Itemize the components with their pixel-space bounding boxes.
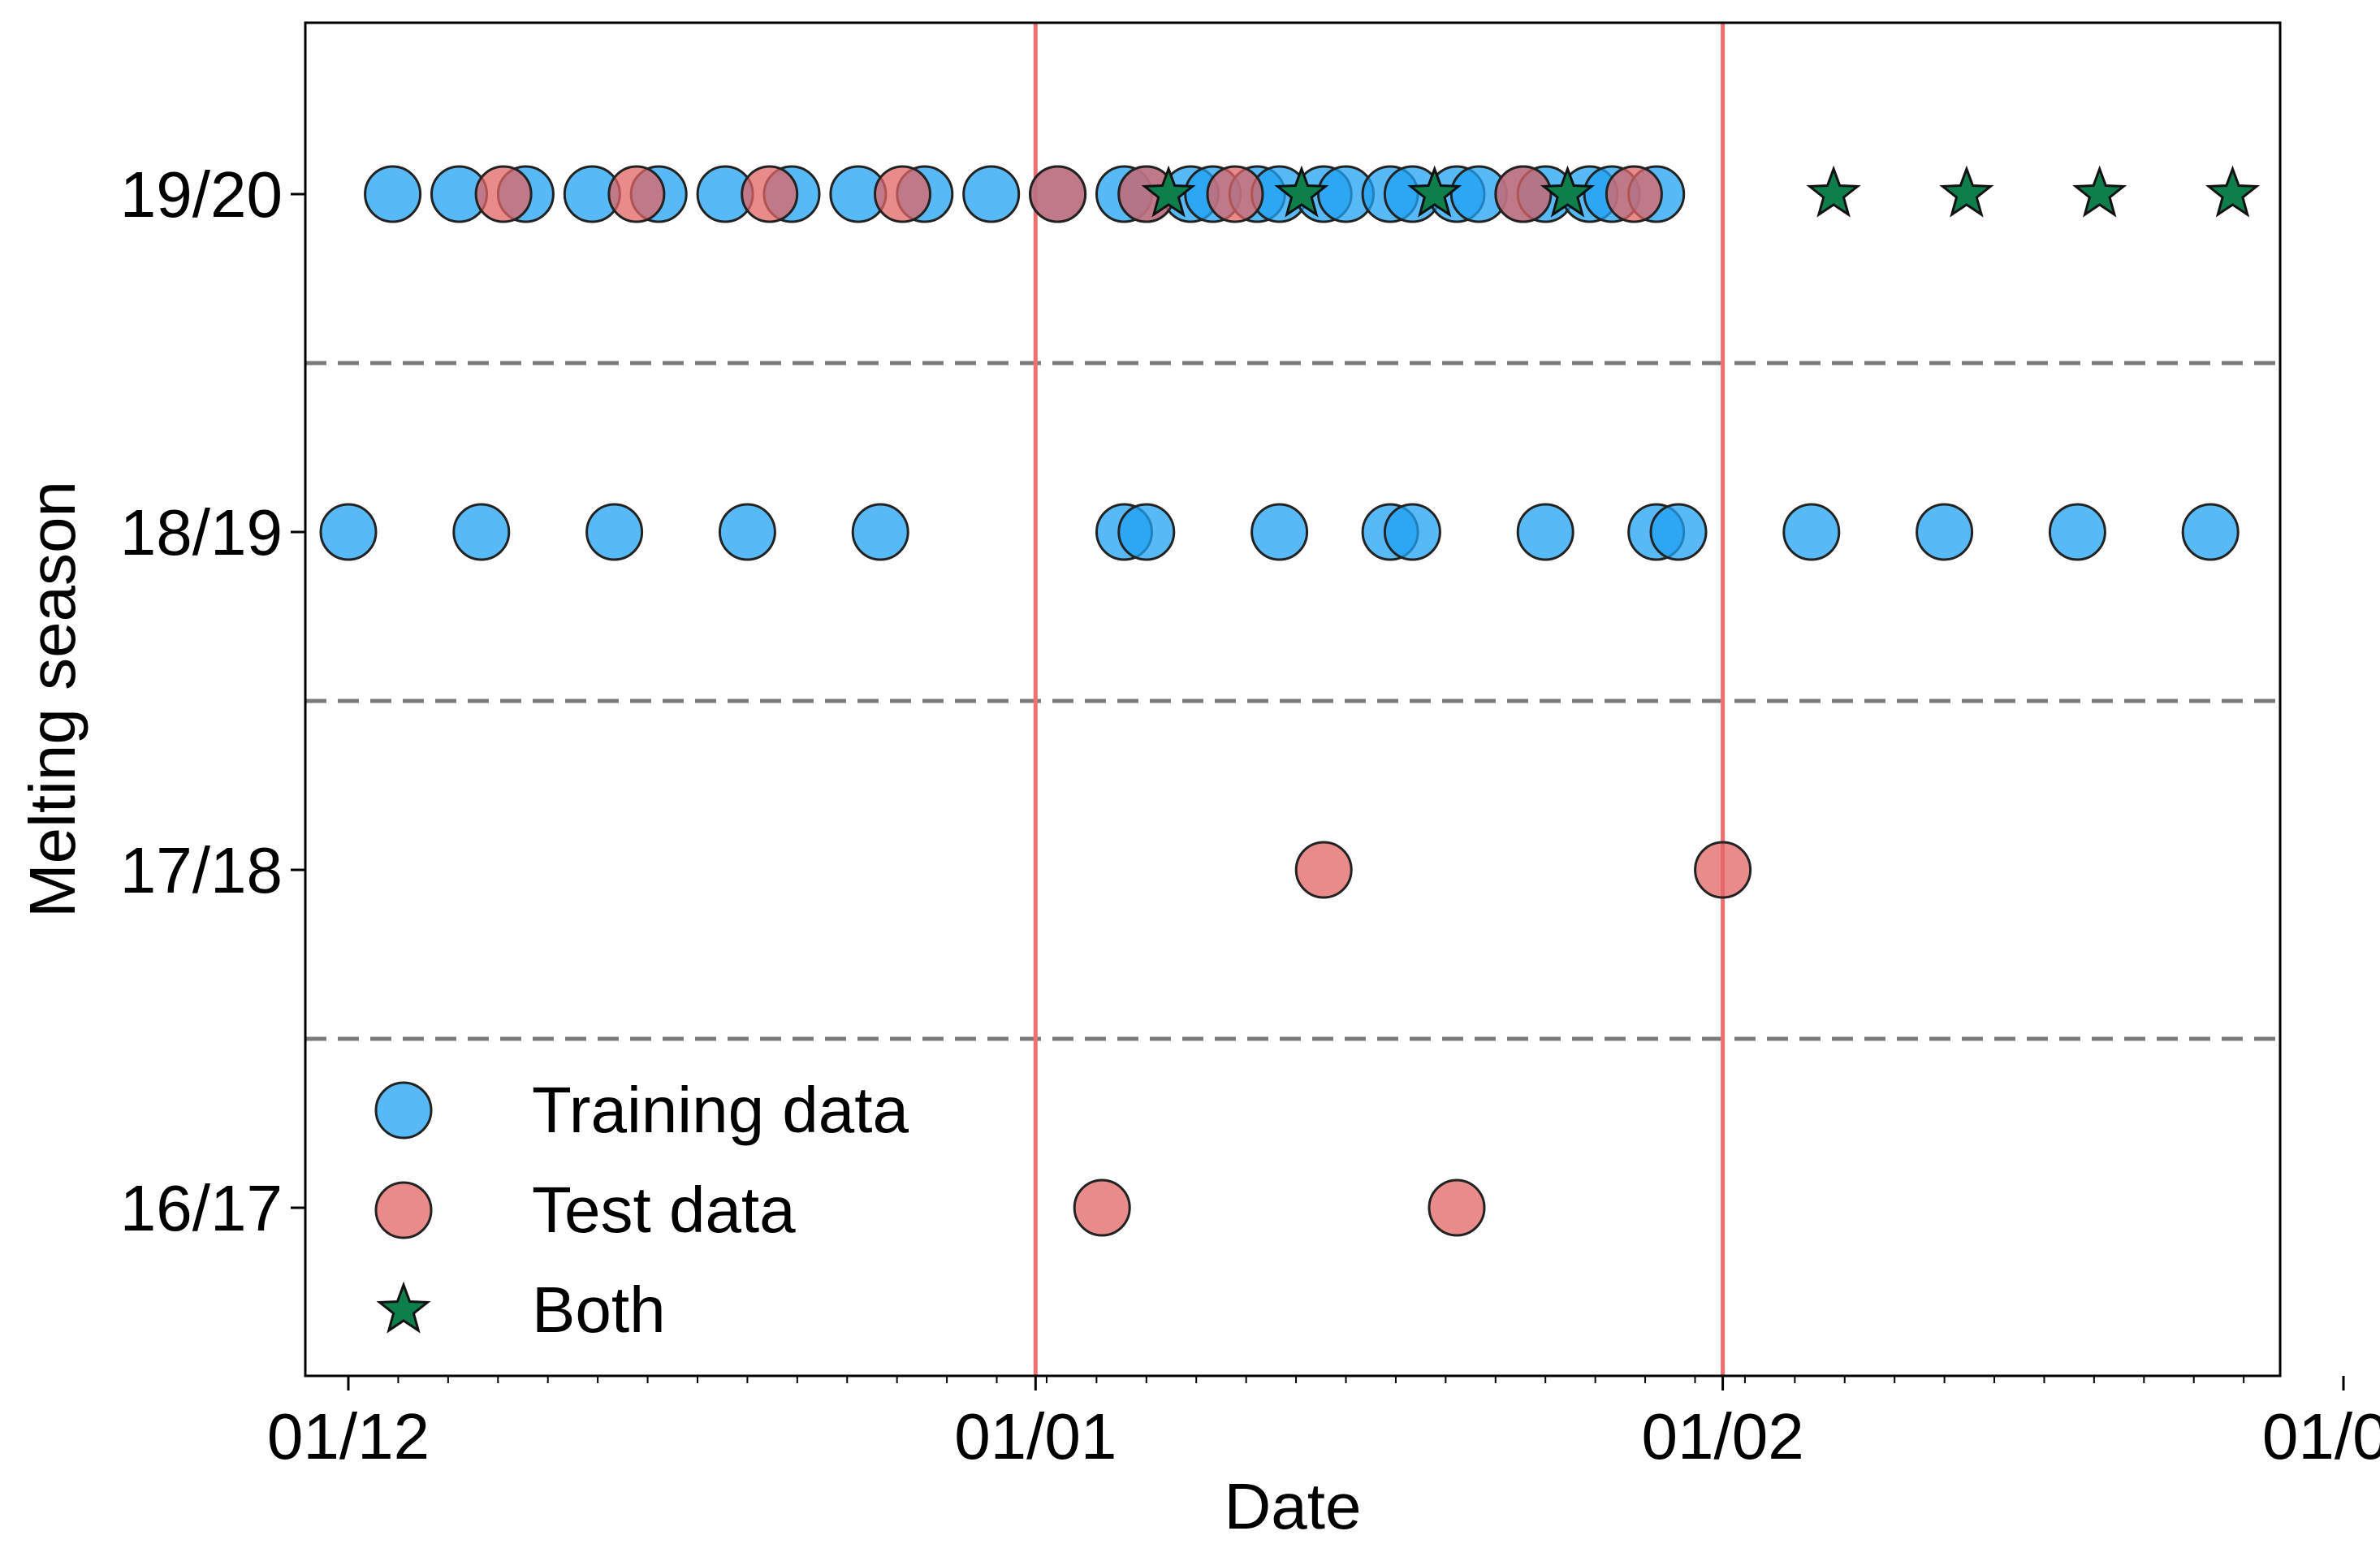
both-point-19-20-1 (1274, 165, 1329, 218)
x-tick-label-3: 01/03 (2262, 1400, 2380, 1473)
training-data-point-19-20-9 (962, 165, 1021, 223)
test-data-point-17-18-0 (1294, 841, 1353, 899)
legend: Training data Test data Both (374, 1074, 909, 1346)
y-tick-label-0: 16/17 (120, 1172, 283, 1244)
reference-lines (1033, 23, 1726, 1376)
legend-marker-both (376, 1281, 431, 1334)
training-data-point-19-20-0 (364, 165, 422, 223)
legend-marker-test (374, 1181, 433, 1239)
test-data-point-19-20-7 (1494, 165, 1553, 223)
both-point-19-20-5 (1939, 165, 1994, 218)
test-data-point-19-20-2 (741, 165, 799, 223)
y-tick-label-1: 17/18 (120, 834, 283, 906)
season-separator-lines (305, 361, 2280, 1041)
x-axis-title: Date (1225, 1470, 1362, 1542)
training-data-point-18-19-16 (2181, 503, 2240, 561)
y-tick-label-2: 18/19 (120, 496, 283, 569)
training-data-point-18-19-0 (319, 503, 378, 561)
y-axis-title: Melting season (16, 481, 89, 918)
legend-label-both: Both (532, 1274, 666, 1346)
both-point-19-20-2 (1407, 165, 1462, 218)
training-data-point-18-19-2 (585, 503, 644, 561)
training-data-point-18-19-1 (452, 503, 511, 561)
test-data-point-19-20-6 (1206, 165, 1264, 223)
test-data-point-19-20-3 (874, 165, 931, 223)
data-points (319, 165, 2261, 1237)
test-data-point-16-17-0 (1073, 1179, 1131, 1237)
training-data-point-18-19-13 (1782, 503, 1841, 561)
legend-label-test: Test data (532, 1174, 796, 1246)
training-data-point-18-19-6 (1117, 503, 1176, 561)
legend-label-training: Training data (532, 1074, 909, 1146)
x-axis-ticks: 01/12 01/01 01/02 01/03 (267, 1376, 2380, 1473)
training-data-point-18-19-3 (718, 503, 776, 561)
x-tick-label-1: 01/01 (954, 1400, 1117, 1473)
both-point-19-20-6 (2072, 165, 2127, 218)
training-data-point-18-19-9 (1383, 503, 1441, 561)
training-data-point-18-19-15 (2048, 503, 2106, 561)
training-data-point-18-19-12 (1649, 503, 1708, 561)
both-point-19-20-4 (1806, 165, 1861, 218)
test-data-point-19-20-1 (607, 165, 666, 223)
training-data-point-18-19-4 (851, 503, 909, 561)
test-data-point-19-20-4 (1029, 165, 1087, 223)
test-data-point-17-18-1 (1694, 841, 1752, 899)
legend-marker-training (374, 1081, 433, 1140)
both-point-19-20-7 (2205, 165, 2261, 218)
both-point-19-20-3 (1540, 165, 1596, 218)
training-data-point-18-19-14 (1916, 503, 1974, 561)
test-data-point-16-17-1 (1428, 1179, 1486, 1237)
y-axis-ticks: 16/17 17/18 18/19 19/20 (120, 158, 305, 1244)
x-tick-label-0: 01/12 (267, 1400, 430, 1473)
test-data-point-19-20-8 (1605, 165, 1663, 223)
training-data-point-18-19-7 (1250, 503, 1309, 561)
y-tick-label-3: 19/20 (120, 158, 283, 231)
x-tick-label-2: 01/02 (1641, 1400, 1803, 1473)
plot-frame (304, 21, 2282, 1378)
both-point-19-20-0 (1141, 165, 1196, 218)
test-data-point-19-20-0 (474, 165, 533, 223)
training-data-point-18-19-10 (1516, 503, 1574, 561)
